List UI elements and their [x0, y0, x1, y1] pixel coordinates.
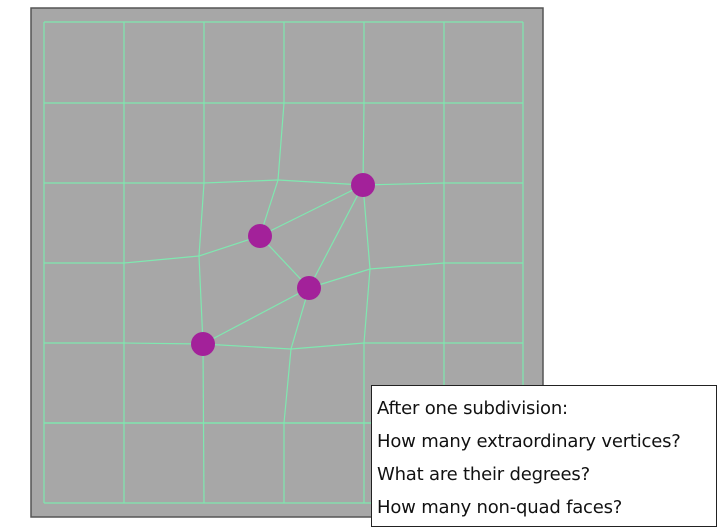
mesh-edge	[362, 22, 365, 186]
mesh-edge	[202, 287, 310, 345]
question-heading: After one subdivision:	[377, 398, 568, 419]
extraordinary-vertex-upper-left	[248, 224, 272, 248]
mesh-edge	[259, 22, 285, 237]
mesh-edge	[308, 184, 364, 289]
extraordinary-vertex-lower-left	[191, 332, 215, 356]
question-degrees: What are their degrees?	[377, 464, 590, 485]
mesh-edge	[283, 287, 310, 503]
mesh-edge	[308, 262, 523, 289]
extraordinary-vertices	[191, 173, 375, 356]
question-non-quad-faces: How many non-quad faces?	[377, 497, 623, 518]
extraordinary-vertex-upper-right	[351, 173, 375, 197]
mesh-edge	[44, 342, 523, 350]
mesh-edge	[259, 184, 364, 237]
mesh-edge	[44, 179, 523, 186]
extraordinary-vertex-lower-right	[297, 276, 321, 300]
question-box: After one subdivision: How many extraord…	[371, 385, 717, 527]
mesh-edge	[44, 235, 261, 264]
question-extraordinary-count: How many extraordinary vertices?	[377, 431, 681, 452]
